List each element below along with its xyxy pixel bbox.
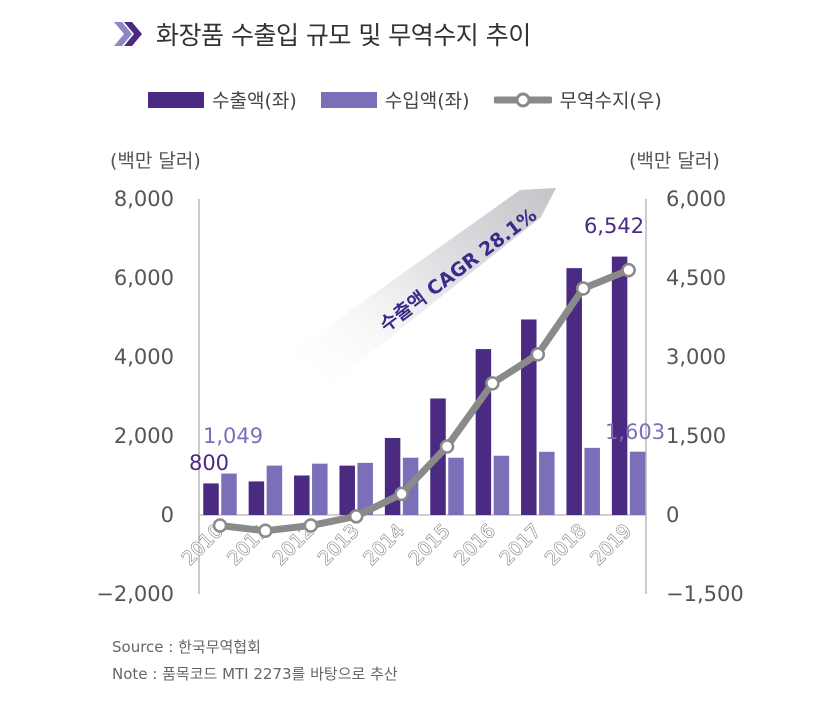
left-axis-unit: (백만 달러): [110, 150, 201, 172]
legend-swatch-export: [148, 91, 204, 108]
x-tick-label: 2018: [541, 520, 591, 570]
legend-swatch-balance: [493, 92, 552, 107]
import-bar: [312, 463, 328, 515]
x-tick-label: 2015: [405, 520, 455, 570]
import-bar: [539, 451, 555, 515]
legend-label-balance: 무역수지(우): [559, 90, 662, 112]
page-title: 화장품 수출입 규모 및 무역수지 추이: [156, 21, 531, 50]
data-label-import-2010: 1,049: [203, 424, 263, 448]
right-tick-label: 3,000: [666, 345, 726, 369]
balance-point: [258, 523, 273, 539]
x-tick-label: 2019: [586, 520, 636, 570]
data-label-export-2019: 6,542: [584, 214, 644, 238]
export-bar: [339, 465, 355, 515]
export-bar: [475, 349, 492, 515]
import-bar: [629, 451, 646, 515]
import-bar: [221, 473, 237, 515]
legend-label-import: 수입액(좌): [384, 90, 470, 112]
legend-item-export: 수출액(좌): [148, 86, 297, 113]
left-tick-label: 4,000: [114, 345, 174, 369]
left-tick-label: −2,000: [96, 582, 174, 606]
legend-swatch-import: [320, 91, 377, 108]
right-tick-label: −1,500: [666, 582, 744, 606]
balance-point: [348, 509, 364, 524]
right-axis-unit: (백만 달러): [629, 150, 720, 172]
import-bar: [357, 462, 373, 515]
title-bar: 화장품 수출입 규모 및 무역수지 추이: [112, 14, 531, 54]
export-bar: [248, 481, 265, 515]
left-tick-label: 8,000: [114, 187, 174, 211]
balance-point: [621, 262, 636, 278]
export-bar: [611, 256, 628, 515]
note-text: Note : 품목코드 MTI 2273를 바탕으로 추산: [112, 665, 398, 683]
balance-point: [485, 376, 500, 391]
double-chevron-icon: [114, 22, 142, 46]
x-tick-label: 2013: [314, 520, 364, 570]
export-bar: [521, 319, 537, 515]
export-bar: [566, 268, 582, 515]
legend-item-import: 수입액(좌): [320, 86, 470, 113]
import-bar: [493, 455, 510, 515]
x-tick-label: 2014: [359, 520, 409, 570]
x-tick-label: 2017: [496, 520, 546, 570]
import-bar: [448, 457, 464, 515]
export-bar: [203, 483, 219, 515]
left-tick-label: 2,000: [114, 424, 174, 448]
left-tick-label: 6,000: [114, 266, 174, 290]
import-bar: [266, 465, 283, 515]
balance-line: [216, 266, 633, 535]
left-tick-label: 0: [161, 503, 174, 527]
right-tick-label: 0: [666, 503, 679, 527]
chart-legend: 수출액(좌) 수입액(좌) 무역수지(우): [148, 86, 686, 113]
right-tick-label: 1,500: [666, 424, 726, 448]
right-tick-label: 6,000: [666, 187, 726, 211]
balance-point: [439, 439, 455, 454]
import-bar: [584, 447, 600, 515]
balance-point: [575, 281, 591, 296]
legend-label-export: 수출액(좌): [212, 90, 297, 112]
data-label-export-2010: 800: [189, 451, 229, 475]
x-tick-label: 2016: [450, 520, 500, 570]
balance-point: [530, 347, 546, 362]
balance-point: [394, 486, 409, 502]
cagr-arrow: [292, 188, 556, 383]
balance-point: [303, 518, 319, 533]
data-label-import-2019: 1,603: [605, 420, 665, 444]
balance-point: [212, 518, 228, 533]
export-bar: [294, 475, 310, 515]
footnotes: Source : 한국무역협회 Note : 품목코드 MTI 2273를 바탕…: [112, 634, 398, 688]
cagr-annotation: 수출액 CAGR 28.1%: [376, 204, 541, 336]
source-note: Source : 한국무역협회: [112, 638, 261, 656]
legend-item-balance: 무역수지(우): [493, 86, 662, 113]
right-tick-label: 4,500: [666, 266, 726, 290]
